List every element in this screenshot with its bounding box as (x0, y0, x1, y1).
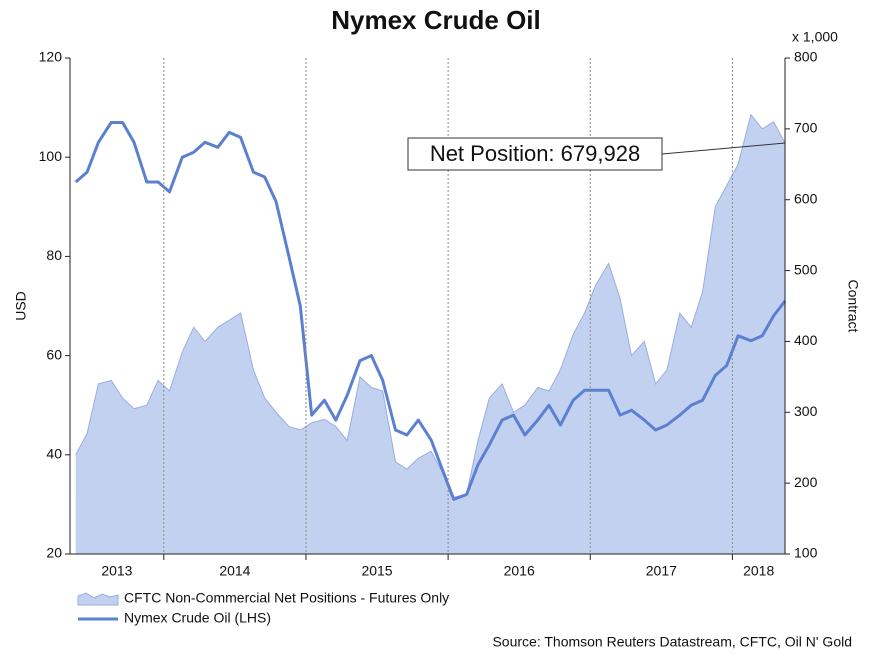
y2-tick-label: 100 (794, 545, 818, 561)
y-tick-label: 120 (39, 49, 63, 65)
legend-label: Nymex Crude Oil (LHS) (124, 610, 271, 626)
x-tick-label: 2015 (361, 563, 392, 579)
annotation-box (407, 137, 663, 171)
plot-area (74, 113, 787, 554)
chart-title: Nymex Crude Oil (331, 5, 541, 35)
y-tick-label: 40 (46, 446, 62, 462)
x-tick-label: 2014 (219, 563, 250, 579)
line (74, 121, 787, 501)
y-tick-label: 80 (46, 247, 62, 263)
y-tick-label: 100 (39, 148, 63, 164)
y-axis-label: USD (13, 291, 29, 321)
annotation-leader (661, 142, 786, 155)
x-tick-label: 2016 (504, 563, 535, 579)
legend-label: CFTC Non-Commercial Net Positions - Futu… (124, 590, 449, 606)
y2-axis-label: Contract (845, 280, 861, 333)
y2-tick-label: 700 (794, 120, 818, 136)
y2-tick-label: 200 (794, 474, 818, 490)
y2-tick-label: 800 (794, 49, 818, 65)
x-tick-label: 2013 (101, 563, 132, 579)
y2-tick-label: 600 (794, 190, 818, 206)
source-note: Source: Thomson Reuters Datastream, CFTC… (492, 634, 852, 650)
y2-tick-label: 500 (794, 261, 818, 277)
y-tick-label: 20 (46, 545, 62, 561)
annotation: Net Position: 679,928 (430, 141, 640, 166)
legend-swatch (77, 592, 119, 606)
area-fill (75, 114, 785, 554)
y2-unit: x 1,000 (792, 29, 838, 45)
x-tick-label: 2018 (743, 563, 774, 579)
y2-tick-label: 400 (794, 332, 818, 348)
x-tick-label: 2017 (646, 563, 677, 579)
y2-tick-label: 300 (794, 403, 818, 419)
area-edge (75, 113, 786, 498)
y-tick-label: 60 (46, 346, 62, 362)
